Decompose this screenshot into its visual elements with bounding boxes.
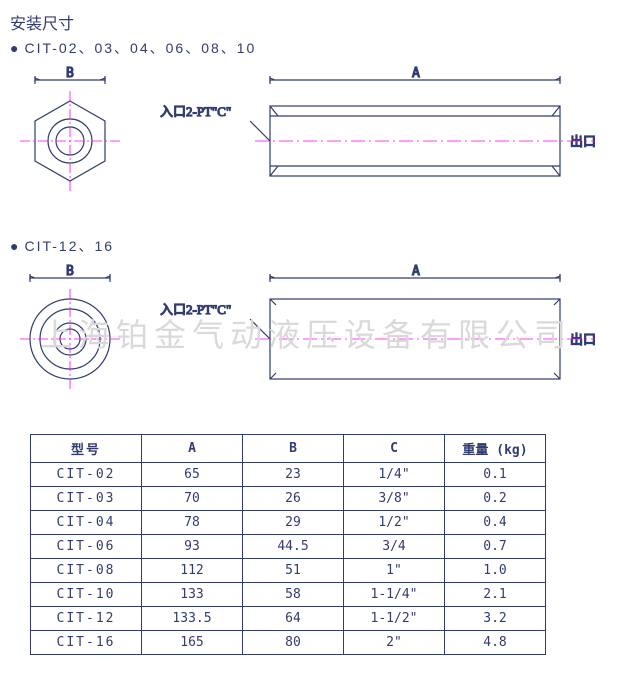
table-cell: 165 <box>142 631 243 655</box>
table-cell: 3.2 <box>445 607 546 631</box>
table-cell: 1/2" <box>344 511 445 535</box>
table-cell: 112 <box>142 559 243 583</box>
dim-B-label: B <box>66 66 74 81</box>
dim-A-label-2: A <box>412 264 420 279</box>
table-cell: 23 <box>243 463 344 487</box>
round-side-view: A 入口2-PT"C" 出口 <box>160 264 600 404</box>
dim-A-label: A <box>412 66 420 81</box>
outlet-label-1: 出口 <box>570 134 596 149</box>
table-cell: 44.5 <box>243 535 344 559</box>
table-cell: 58 <box>243 583 344 607</box>
table-header-row: 型号ABC重量 (kg) <box>31 435 546 463</box>
table-cell: 133.5 <box>142 607 243 631</box>
table-cell: 64 <box>243 607 344 631</box>
dim-B-label-2: B <box>66 264 74 279</box>
table-cell: CIT-10 <box>31 583 142 607</box>
table-header: C <box>344 435 445 463</box>
table-cell: 0.4 <box>445 511 546 535</box>
table-cell: 78 <box>142 511 243 535</box>
table-row: CIT-069344.53/40.7 <box>31 535 546 559</box>
table-cell: 1" <box>344 559 445 583</box>
subtitle-1: CIT-02、03、04、06、08、10 <box>10 38 617 58</box>
subtitle-2: CIT-12、16 <box>10 236 617 256</box>
table-cell: 3/4 <box>344 535 445 559</box>
diagram-row-1: B A 入口2-PT"C" 出 <box>10 66 617 206</box>
table-cell: 70 <box>142 487 243 511</box>
table-cell: 26 <box>243 487 344 511</box>
table-cell: CIT-02 <box>31 463 142 487</box>
table-cell: 1-1/2" <box>344 607 445 631</box>
title: 安装尺寸 <box>10 10 617 34</box>
hex-front-view: B <box>10 66 140 206</box>
table-header: 型号 <box>31 435 142 463</box>
table-row: CIT-16165802"4.8 <box>31 631 546 655</box>
table-cell: 51 <box>243 559 344 583</box>
table-cell: CIT-12 <box>31 607 142 631</box>
inlet-label-1: 入口2-PT"C" <box>160 104 231 119</box>
table-cell: CIT-06 <box>31 535 142 559</box>
inlet-label-2: 入口2-PT"C" <box>160 302 231 317</box>
table-cell: 2.1 <box>445 583 546 607</box>
table-cell: 0.1 <box>445 463 546 487</box>
table-row: CIT-0370263/8"0.2 <box>31 487 546 511</box>
table-cell: CIT-03 <box>31 487 142 511</box>
outlet-label-2: 出口 <box>570 332 596 347</box>
table-row: CIT-08112511"1.0 <box>31 559 546 583</box>
spec-table: 型号ABC重量 (kg) CIT-0265231/4"0.1CIT-037026… <box>30 434 546 655</box>
table-cell: 29 <box>243 511 344 535</box>
table-cell: 80 <box>243 631 344 655</box>
hex-side-view: A 入口2-PT"C" 出口 <box>160 66 600 206</box>
table-row: CIT-10133581-1/4"2.1 <box>31 583 546 607</box>
table-row: CIT-12133.5641-1/2"3.2 <box>31 607 546 631</box>
table-body: CIT-0265231/4"0.1CIT-0370263/8"0.2CIT-04… <box>31 463 546 655</box>
table-cell: 1/4" <box>344 463 445 487</box>
table-cell: 2" <box>344 631 445 655</box>
table-cell: 3/8" <box>344 487 445 511</box>
table-cell: CIT-16 <box>31 631 142 655</box>
table-cell: 0.2 <box>445 487 546 511</box>
table-cell: CIT-04 <box>31 511 142 535</box>
table-cell: 93 <box>142 535 243 559</box>
round-front-view: B <box>10 264 140 404</box>
table-cell: 133 <box>142 583 243 607</box>
table-header: 重量 (kg) <box>445 435 546 463</box>
table-header: A <box>142 435 243 463</box>
table-cell: 4.8 <box>445 631 546 655</box>
diagram-row-2: B A 入口2-PT"C" 出口 <box>10 264 617 404</box>
table-cell: 65 <box>142 463 243 487</box>
table-cell: 1-1/4" <box>344 583 445 607</box>
table-cell: 1.0 <box>445 559 546 583</box>
table-header: B <box>243 435 344 463</box>
table-row: CIT-0478291/2"0.4 <box>31 511 546 535</box>
table-cell: CIT-08 <box>31 559 142 583</box>
table-cell: 0.7 <box>445 535 546 559</box>
table-row: CIT-0265231/4"0.1 <box>31 463 546 487</box>
